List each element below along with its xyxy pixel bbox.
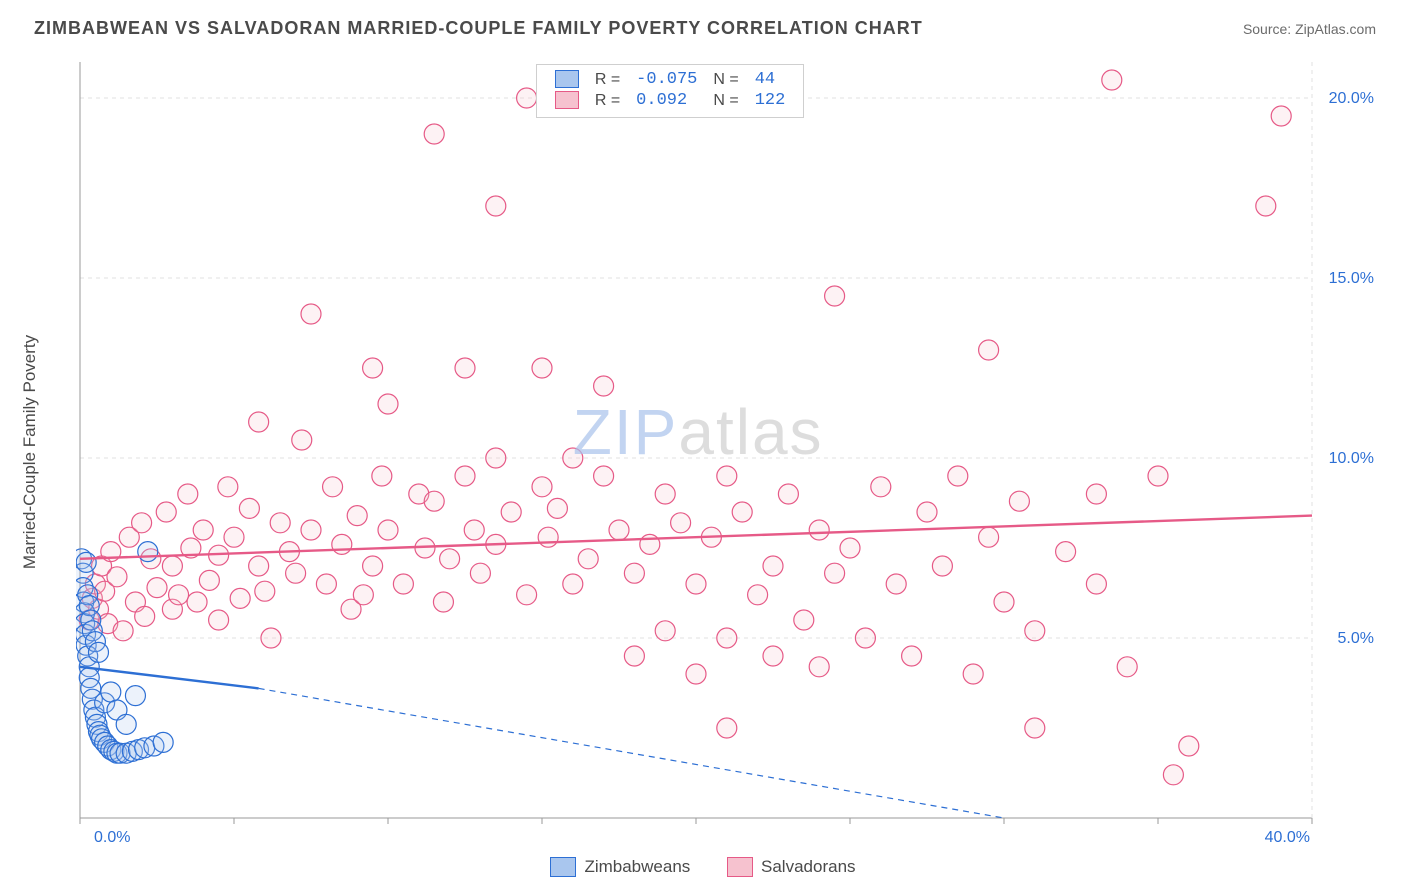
legend-label-zimbabweans: Zimbabweans (584, 857, 690, 877)
legend-swatch-zimbabweans (550, 857, 576, 877)
stat-N-label: N = (705, 69, 746, 90)
svg-text:15.0%: 15.0% (1329, 270, 1374, 287)
svg-text:40.0%: 40.0% (1265, 829, 1310, 846)
legend-item-zimbabweans: Zimbabweans (550, 857, 690, 877)
svg-text:5.0%: 5.0% (1338, 630, 1374, 647)
stat-N-zim: 44 (747, 69, 794, 90)
stats-table: R = -0.075 N = 44 R = 0.092 N = 122 (547, 69, 794, 111)
legend-swatch-salvadorans (727, 857, 753, 877)
y-axis-label: Married-Couple Family Poverty (20, 335, 40, 569)
svg-text:0.0%: 0.0% (94, 829, 130, 846)
stat-R-sal: 0.092 (628, 90, 705, 111)
swatch-zimbabweans (555, 70, 579, 88)
legend-label-salvadorans: Salvadorans (761, 857, 856, 877)
chart-header: ZIMBABWEAN VS SALVADORAN MARRIED-COUPLE … (34, 18, 1376, 39)
chart-title: ZIMBABWEAN VS SALVADORAN MARRIED-COUPLE … (34, 18, 923, 39)
stat-R-zim: -0.075 (628, 69, 705, 90)
stats-row-zimbabweans: R = -0.075 N = 44 (547, 69, 794, 90)
correlation-stats-box: R = -0.075 N = 44 R = 0.092 N = 122 (536, 64, 805, 118)
stat-R-label: R = (587, 69, 628, 90)
scatter-plot-svg: 5.0% 10.0% 15.0% 20.0% 0.0% 40.0% (76, 56, 1382, 848)
legend-item-salvadorans: Salvadorans (727, 857, 856, 877)
plot-area: Married-Couple Family Poverty 5.0%10.0%1… (34, 56, 1382, 848)
svg-text:20.0%: 20.0% (1329, 90, 1374, 107)
bottom-legend: Zimbabweans Salvadorans (0, 857, 1406, 882)
stat-R-label: R = (587, 90, 628, 111)
stat-N-sal: 122 (747, 90, 794, 111)
svg-text:10.0%: 10.0% (1329, 450, 1374, 467)
swatch-salvadorans (555, 91, 579, 109)
source-label: Source: ZipAtlas.com (1243, 21, 1376, 37)
stats-row-salvadorans: R = 0.092 N = 122 (547, 90, 794, 111)
stat-N-label: N = (705, 90, 746, 111)
